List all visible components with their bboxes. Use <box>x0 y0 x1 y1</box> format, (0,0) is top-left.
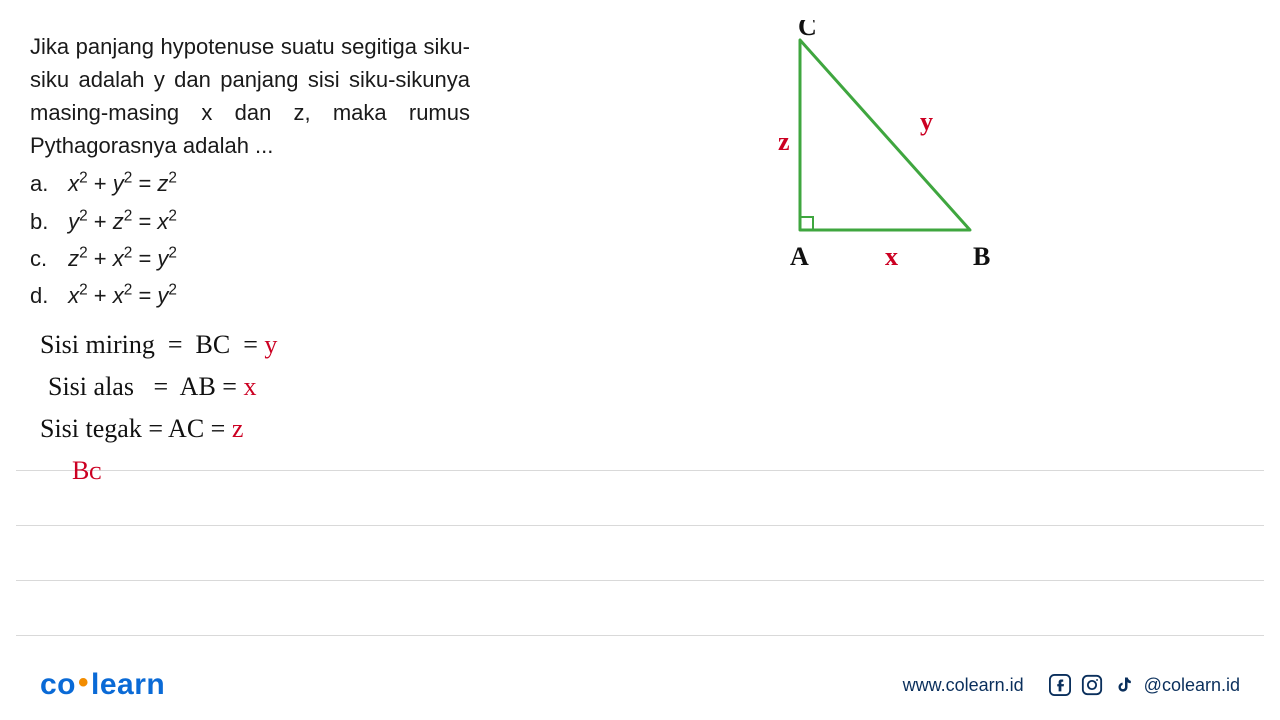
option-b-label: b. <box>30 209 62 235</box>
option-b: b. y2 + z2 = x2 <box>30 207 1250 234</box>
option-d-formula: x2 + x2 = y2 <box>68 283 177 308</box>
footer-right: www.colearn.id @colearn.id <box>903 673 1240 697</box>
handwriting-area: Sisi miring = BC = y Sisi alas = AB = x … <box>40 330 1250 486</box>
handwriting-line-2: Sisi alas = AB = x <box>48 372 1250 402</box>
side-y-label: y <box>920 107 933 136</box>
question-text: Jika panjang hypotenuse suatu segitiga s… <box>30 30 470 162</box>
logo-learn: learn <box>91 668 165 701</box>
social-group: @colearn.id <box>1048 673 1240 697</box>
footer: co•learn www.colearn.id @colearn.id <box>0 650 1280 720</box>
option-d: d. x2 + x2 = y2 <box>30 282 1250 309</box>
option-d-label: d. <box>30 283 62 309</box>
option-a: a. x2 + y2 = z2 <box>30 170 1250 197</box>
vertex-B-label: B <box>973 242 990 271</box>
option-a-label: a. <box>30 171 62 197</box>
social-handle: @colearn.id <box>1144 675 1240 696</box>
side-x-label: x <box>885 242 898 271</box>
brand-logo: co•learn <box>40 668 165 702</box>
ruled-lines <box>0 470 1280 650</box>
option-c: c. z2 + x2 = y2 <box>30 245 1250 272</box>
answer-options: a. x2 + y2 = z2 b. y2 + z2 = x2 c. z2 + … <box>30 170 1250 309</box>
handwriting-line-3: Sisi tegak = AC = z <box>40 414 1250 444</box>
option-a-formula: x2 + y2 = z2 <box>68 171 177 196</box>
option-c-label: c. <box>30 246 62 272</box>
tiktok-icon <box>1112 673 1136 697</box>
handwriting-line-1: Sisi miring = BC = y <box>40 330 1250 360</box>
vertex-C-label: C <box>798 20 817 41</box>
facebook-icon <box>1048 673 1072 697</box>
handwriting-line-4: Bᴄ <box>72 456 1250 486</box>
logo-co: co <box>40 668 76 701</box>
vertex-A-label: A <box>790 242 809 271</box>
instagram-icon <box>1080 673 1104 697</box>
website-url: www.colearn.id <box>903 675 1024 696</box>
triangle-diagram: A B C x y z <box>760 20 1000 280</box>
option-c-formula: z2 + x2 = y2 <box>68 246 177 271</box>
side-z-label: z <box>778 127 790 156</box>
option-b-formula: y2 + z2 = x2 <box>68 209 177 234</box>
logo-dot: • <box>76 666 91 699</box>
